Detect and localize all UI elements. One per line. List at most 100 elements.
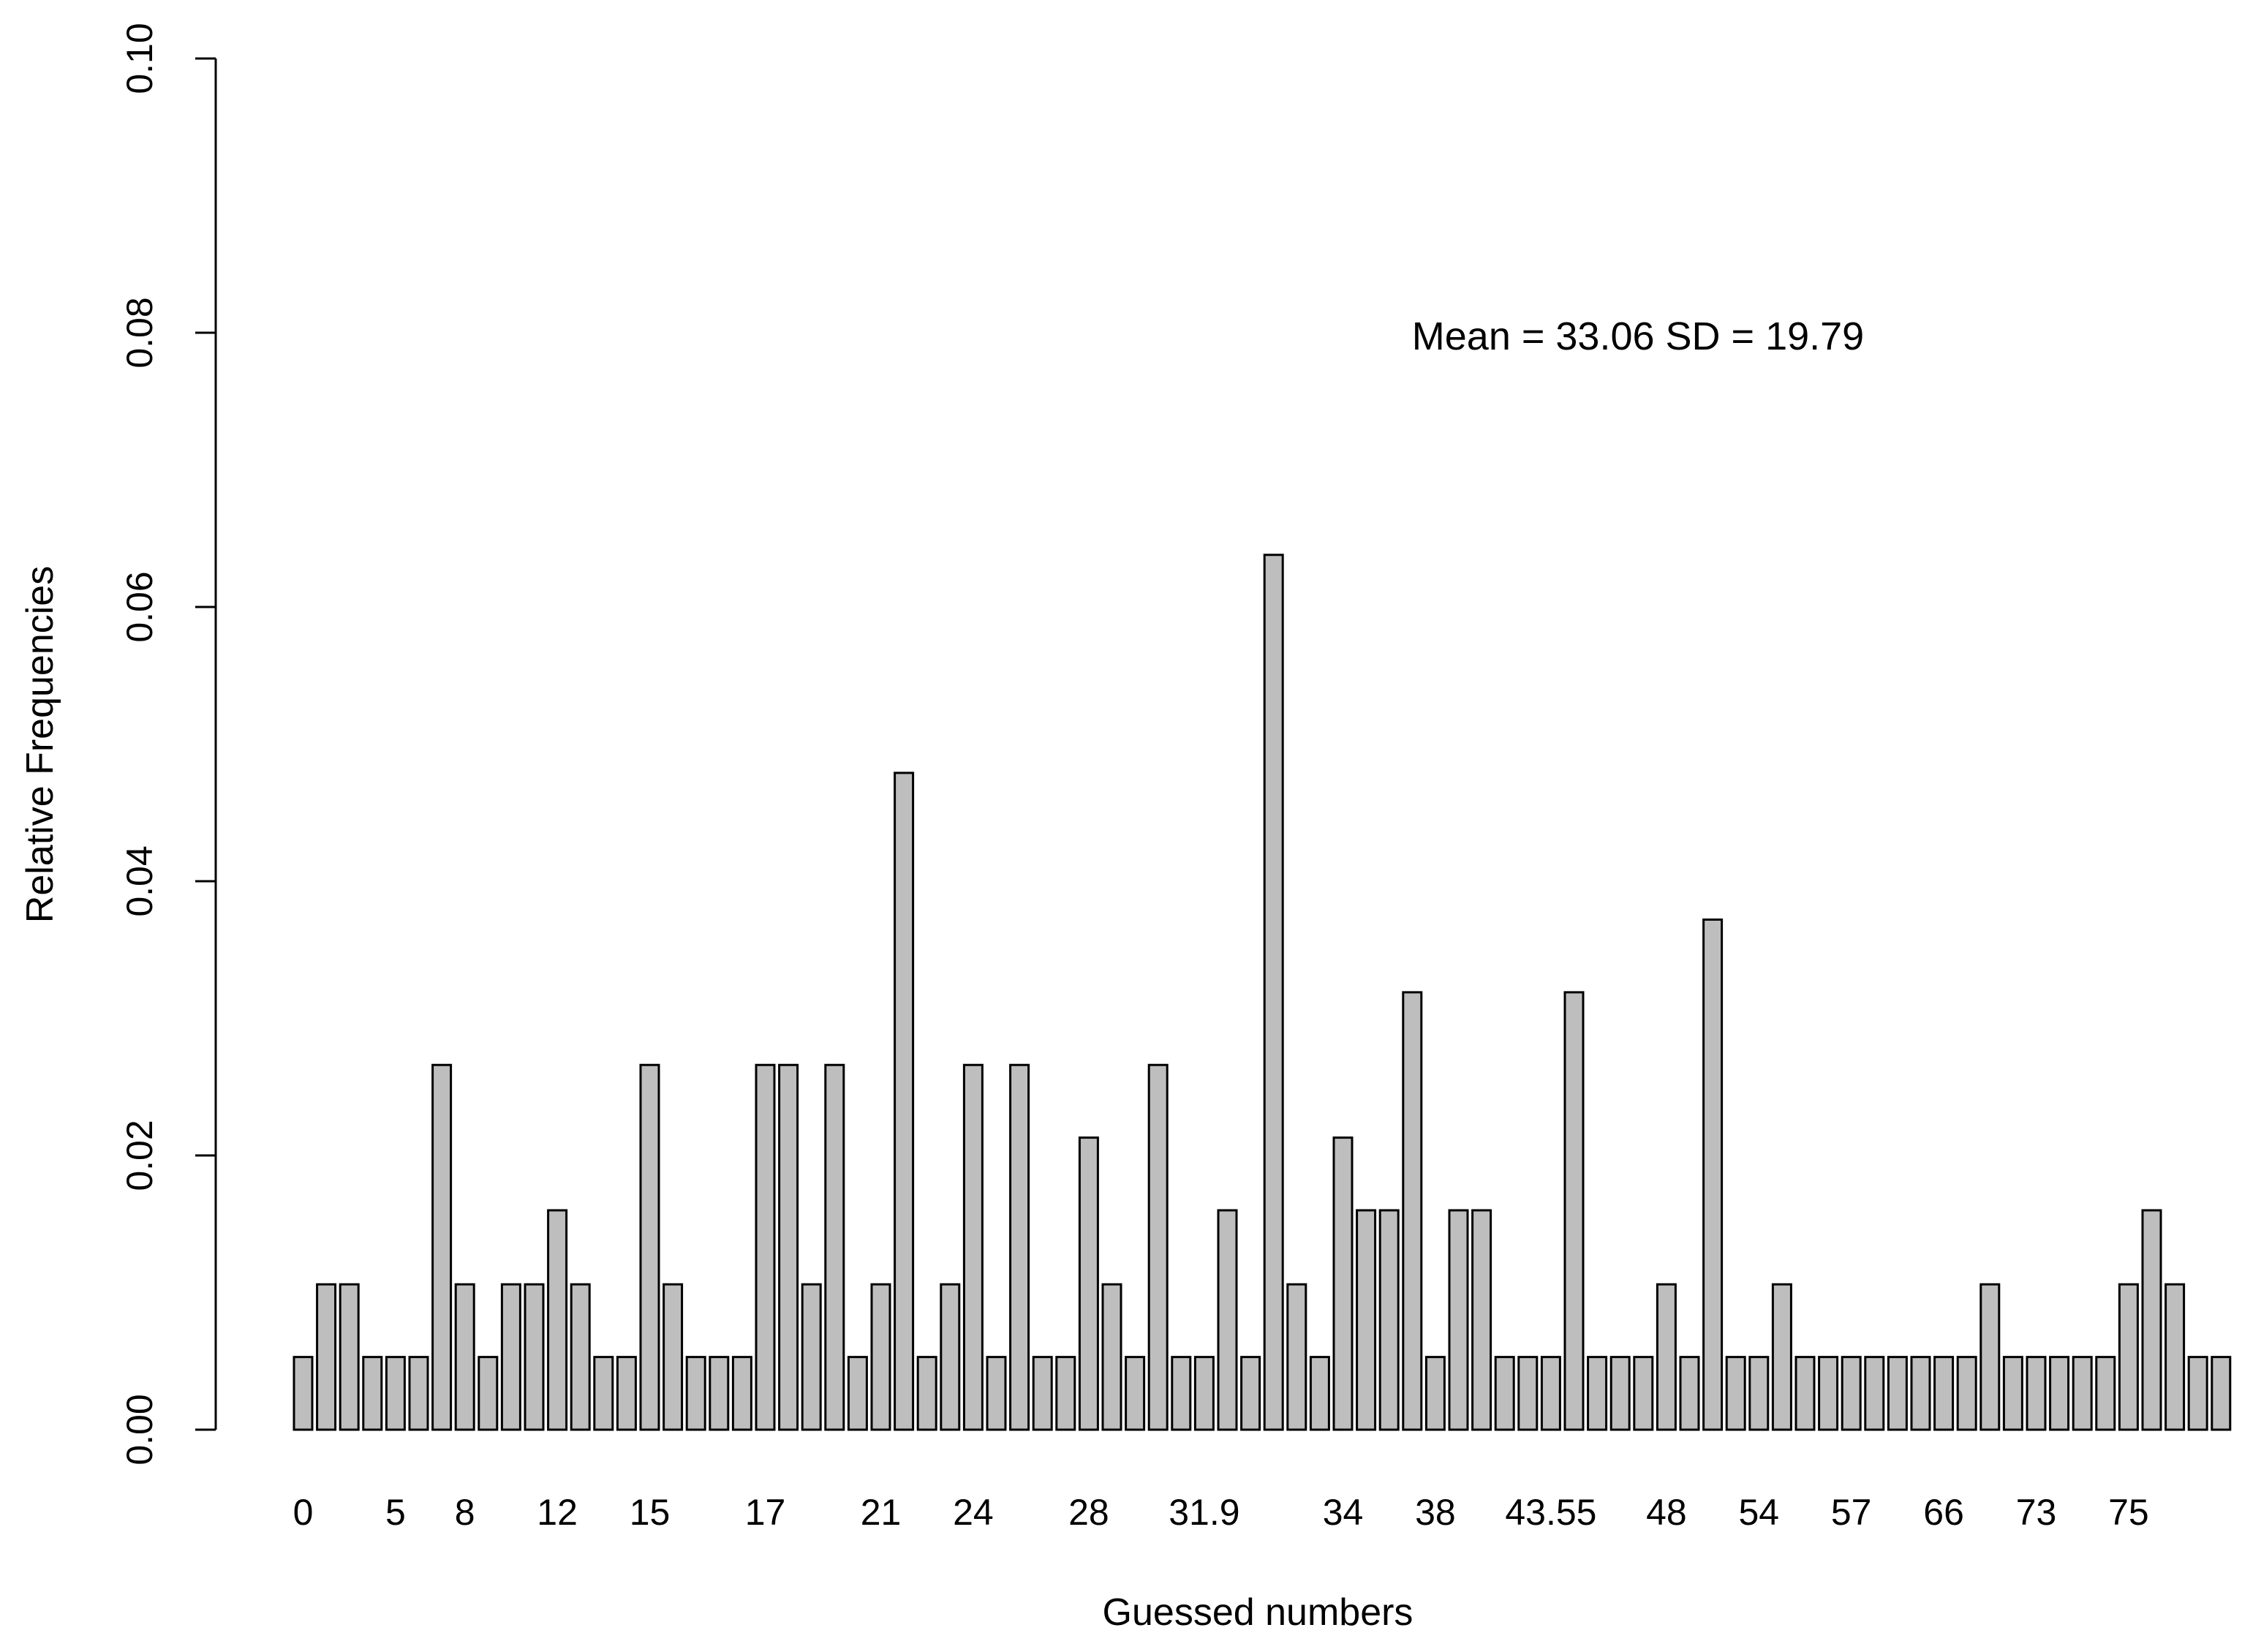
bar-55 <box>1563 991 1585 1431</box>
bar-33 <box>1055 1356 1076 1431</box>
x-tick-label-5: 17 <box>745 1492 786 1533</box>
bar-2 <box>339 1283 360 1431</box>
bar-63 <box>1748 1356 1770 1431</box>
bar-59 <box>1656 1283 1677 1431</box>
x-tick-label-0: 0 <box>293 1492 314 1533</box>
bar-67 <box>1841 1356 1862 1431</box>
bar-53 <box>1517 1356 1539 1431</box>
bar-48 <box>1402 991 1423 1431</box>
bar-39 <box>1193 1356 1215 1431</box>
bar-3 <box>362 1356 383 1431</box>
bar-44 <box>1309 1356 1330 1431</box>
bar-9 <box>500 1283 521 1431</box>
bar-4 <box>385 1356 406 1431</box>
bar-43 <box>1286 1283 1307 1431</box>
bar-series <box>292 554 2232 1431</box>
x-tick-label-2: 8 <box>455 1492 475 1533</box>
bar-45 <box>1332 1136 1354 1431</box>
bar-79 <box>2118 1283 2139 1431</box>
x-tick-label-9: 31.9 <box>1169 1492 1239 1533</box>
x-tick-label-13: 48 <box>1646 1492 1687 1533</box>
bar-7 <box>454 1283 475 1431</box>
x-tick-label-18: 75 <box>2108 1492 2149 1533</box>
bar-20 <box>755 1063 776 1431</box>
bar-27 <box>916 1356 937 1431</box>
x-tick-label-10: 34 <box>1323 1492 1364 1533</box>
bar-23 <box>824 1063 845 1431</box>
bar-54 <box>1540 1356 1561 1431</box>
bar-5 <box>408 1356 429 1431</box>
x-tick-label-1: 5 <box>385 1492 406 1533</box>
bar-57 <box>1609 1356 1631 1431</box>
bar-30 <box>986 1356 1007 1431</box>
y-tick-label-1: 0.02 <box>119 1120 160 1191</box>
bar-68 <box>1864 1356 1885 1431</box>
x-tick-label-6: 21 <box>861 1492 902 1533</box>
bar-56 <box>1587 1356 1608 1431</box>
x-tick-label-14: 54 <box>1738 1492 1779 1533</box>
bar-50 <box>1448 1209 1469 1431</box>
bar-70 <box>1910 1356 1931 1431</box>
bar-25 <box>870 1283 891 1431</box>
bar-74 <box>2002 1356 2023 1431</box>
bar-46 <box>1356 1209 1377 1431</box>
x-tick-label-4: 15 <box>630 1492 671 1533</box>
bar-62 <box>1725 1356 1746 1431</box>
bar-78 <box>2095 1356 2116 1431</box>
bar-35 <box>1101 1283 1122 1431</box>
x-tick-label-7: 24 <box>953 1492 994 1533</box>
y-tick-label-2: 0.04 <box>119 845 160 916</box>
bar-32 <box>1032 1356 1053 1431</box>
y-axis: 0.00 0.02 0.04 0.06 0.08 0.10 <box>119 23 217 1466</box>
bar-76 <box>2049 1356 2070 1431</box>
bar-72 <box>1956 1356 1977 1431</box>
bar-38 <box>1171 1356 1192 1431</box>
bar-51 <box>1471 1209 1492 1431</box>
bar-26 <box>894 772 915 1431</box>
bar-83 <box>2211 1356 2232 1431</box>
bar-37 <box>1147 1063 1169 1431</box>
bar-1 <box>316 1283 337 1431</box>
bar-47 <box>1378 1209 1400 1431</box>
bar-24 <box>847 1356 868 1431</box>
bar-69 <box>1887 1356 1908 1431</box>
bar-34 <box>1078 1136 1099 1431</box>
bar-18 <box>709 1356 730 1431</box>
bar-58 <box>1633 1356 1654 1431</box>
bar-29 <box>962 1063 984 1431</box>
bar-82 <box>2187 1356 2208 1431</box>
y-tick-label-0: 0.00 <box>119 1394 160 1465</box>
mean-sd-annotation: Mean = 33.06 SD = 19.79 <box>1412 314 1864 358</box>
y-tick-label-5: 0.10 <box>119 23 160 94</box>
y-tick-label-3: 0.06 <box>119 571 160 642</box>
bar-14 <box>616 1356 637 1431</box>
x-tick-label-17: 73 <box>2016 1492 2057 1533</box>
bar-13 <box>593 1356 614 1431</box>
bar-60 <box>1679 1356 1700 1431</box>
x-tick-label-16: 66 <box>1923 1492 1964 1533</box>
bar-64 <box>1771 1283 1792 1431</box>
x-tick-label-11: 38 <box>1415 1492 1456 1533</box>
bar-22 <box>801 1283 822 1431</box>
bar-42 <box>1263 554 1284 1431</box>
bar-52 <box>1494 1356 1515 1431</box>
bar-6 <box>431 1063 453 1431</box>
bar-21 <box>778 1063 799 1431</box>
bar-28 <box>940 1283 961 1431</box>
x-tick-label-12: 43.55 <box>1505 1492 1596 1533</box>
bar-81 <box>2164 1283 2186 1431</box>
bar-19 <box>731 1356 752 1431</box>
bar-65 <box>1794 1356 1816 1431</box>
bar-17 <box>685 1356 706 1431</box>
bar-75 <box>2026 1356 2047 1431</box>
y-axis-title: Relative Frequencies <box>19 566 61 923</box>
x-tick-label-3: 12 <box>537 1492 578 1533</box>
bar-71 <box>1933 1356 1955 1431</box>
bar-0 <box>292 1356 314 1431</box>
bar-61 <box>1702 919 1724 1431</box>
bar-77 <box>2072 1356 2093 1431</box>
bar-16 <box>663 1283 684 1431</box>
bar-11 <box>547 1209 568 1431</box>
bar-40 <box>1217 1209 1238 1431</box>
bar-41 <box>1240 1356 1261 1431</box>
